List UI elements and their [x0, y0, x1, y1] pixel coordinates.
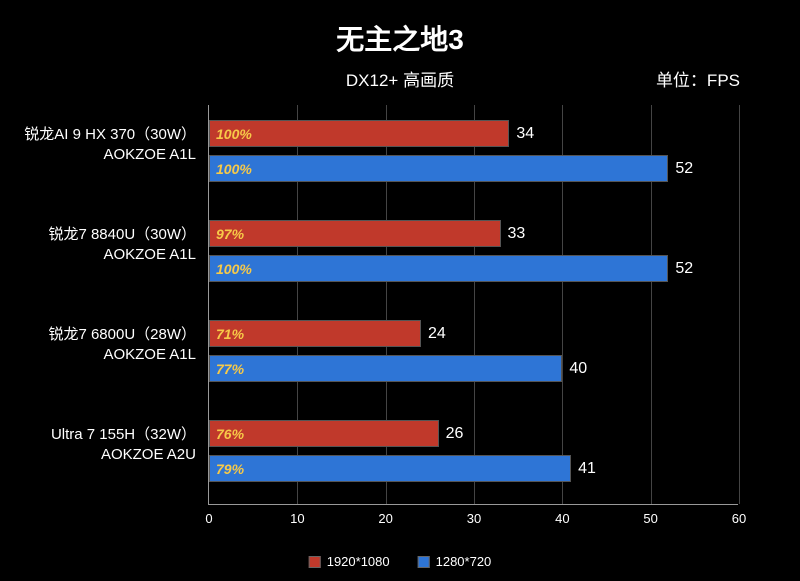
- unit-label: 单位：FPS: [656, 66, 740, 91]
- subtitle-row: DX12+ 高画质 单位：FPS: [0, 66, 800, 96]
- y-category-label: 锐龙AI 9 HX 370（30W） AOKZOE A1L: [24, 125, 196, 166]
- bar-s1: 76%26: [209, 420, 439, 447]
- bar-s2: 79%41: [209, 455, 571, 482]
- bar-pct-label: 100%: [216, 126, 252, 142]
- legend: 1920*1080 1280*720: [309, 554, 492, 569]
- legend-label: 1920*1080: [327, 554, 390, 569]
- x-tick-label: 30: [467, 511, 481, 526]
- x-tick-label: 40: [555, 511, 569, 526]
- bar-pct-label: 71%: [216, 326, 244, 342]
- y-category-label: Ultra 7 155H（32W） AOKZOE A2U: [51, 425, 196, 466]
- bar-value-label: 40: [569, 360, 587, 378]
- legend-label: 1280*720: [436, 554, 492, 569]
- bar-s2: 77%40: [209, 355, 562, 382]
- x-tick-label: 10: [290, 511, 304, 526]
- chart-plot-area: 0102030405060100%34100%52锐龙AI 9 HX 370（3…: [208, 105, 738, 505]
- bar-value-label: 33: [508, 225, 526, 243]
- bar-s2: 100%52: [209, 255, 668, 282]
- bar-value-label: 24: [428, 325, 446, 343]
- y-category-label: 锐龙7 6800U（28W） AOKZOE A1L: [48, 325, 196, 366]
- x-tick-label: 20: [378, 511, 392, 526]
- legend-item: 1280*720: [418, 554, 492, 569]
- x-tick-label: 60: [732, 511, 746, 526]
- bar-s1: 97%33: [209, 220, 501, 247]
- x-tick-label: 50: [643, 511, 657, 526]
- bar-s2: 100%52: [209, 155, 668, 182]
- bar-pct-label: 100%: [216, 261, 252, 277]
- bar-value-label: 34: [516, 125, 534, 143]
- bar-value-label: 41: [578, 460, 596, 478]
- bar-value-label: 26: [446, 425, 464, 443]
- bar-s1: 71%24: [209, 320, 421, 347]
- bar-pct-label: 79%: [216, 461, 244, 477]
- bar-value-label: 52: [675, 160, 693, 178]
- y-category-label: 锐龙7 8840U（30W） AOKZOE A1L: [48, 225, 196, 266]
- gridline: [739, 105, 740, 504]
- bar-value-label: 52: [675, 260, 693, 278]
- legend-item: 1920*1080: [309, 554, 390, 569]
- x-tick-label: 0: [205, 511, 212, 526]
- legend-swatch: [418, 556, 430, 568]
- bar-pct-label: 100%: [216, 161, 252, 177]
- bar-pct-label: 97%: [216, 226, 244, 242]
- bar-s1: 100%34: [209, 120, 509, 147]
- bar-pct-label: 77%: [216, 361, 244, 377]
- bar-pct-label: 76%: [216, 426, 244, 442]
- chart-title: 无主之地3: [0, 0, 800, 58]
- legend-swatch: [309, 556, 321, 568]
